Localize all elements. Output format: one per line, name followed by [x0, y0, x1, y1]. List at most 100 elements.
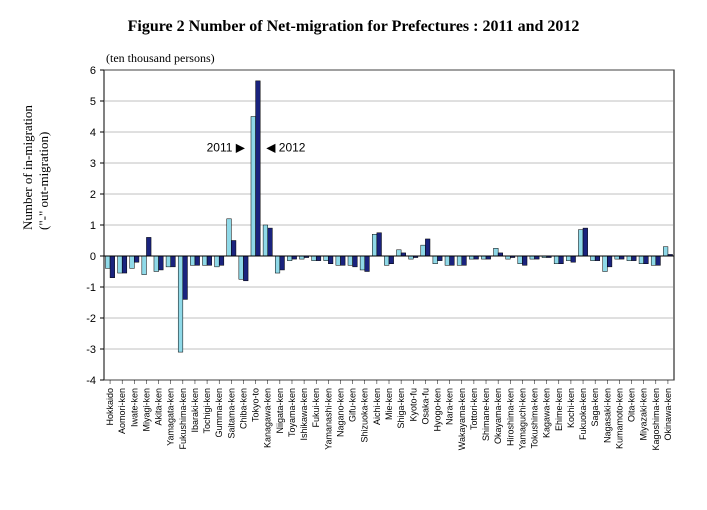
bar-2011	[372, 234, 377, 256]
x-tick-label: Yamaguchi-ken	[517, 388, 527, 450]
bar-2012	[461, 256, 466, 265]
x-tick-label: Kagawa-ken	[541, 388, 551, 438]
svg-text:3: 3	[89, 158, 95, 170]
x-tick-label: Aomori-ken	[117, 388, 127, 434]
bar-2012	[570, 256, 575, 262]
bar-2011	[287, 256, 292, 261]
svg-text:4: 4	[89, 127, 95, 139]
x-tick-label: Ehime-ken	[553, 388, 563, 431]
bar-2012	[607, 256, 612, 267]
bar-2011	[153, 256, 158, 272]
x-tick-label: Mie-ken	[384, 388, 394, 420]
x-tick-label: Okayama-ken	[493, 388, 503, 444]
bar-2011	[323, 256, 328, 261]
bar-2012	[170, 256, 175, 267]
bar-2011	[493, 248, 498, 256]
x-tick-label: Shizuoka-ken	[359, 388, 369, 443]
x-tick-label: Nagasaki-ken	[602, 388, 612, 443]
x-tick-label: Hokkaido	[105, 388, 115, 426]
x-tick-label: Akita-ken	[153, 388, 163, 426]
x-tick-label: Kyoto-fu	[408, 388, 418, 422]
bar-2012	[449, 256, 454, 265]
bar-2012	[340, 256, 345, 265]
bar-2012	[134, 256, 139, 262]
bar-2011	[639, 256, 644, 264]
bar-2011	[663, 247, 668, 256]
bar-2011	[432, 256, 437, 264]
x-tick-label: Tochigi-ken	[202, 388, 212, 434]
x-tick-label: Fukushima-ken	[177, 388, 187, 450]
x-tick-label: Iwate-ken	[129, 388, 139, 427]
bar-2012	[158, 256, 163, 270]
x-tick-label: Ibaraki-ken	[189, 388, 199, 433]
bar-2011	[554, 256, 559, 264]
x-tick-label: Yamagata-ken	[165, 388, 175, 446]
bar-2011	[129, 256, 134, 268]
bar-2011	[105, 256, 110, 268]
bar-2012	[231, 241, 236, 257]
bar-2012	[279, 256, 284, 270]
bar-2012	[595, 256, 600, 261]
bar-2011	[457, 256, 462, 265]
svg-text:-1: -1	[86, 282, 96, 294]
legend-2012: ◀ 2012	[266, 141, 306, 155]
legend-2011: 2011 ▶	[206, 141, 245, 155]
bar-2011	[250, 117, 255, 257]
bar-2012	[583, 228, 588, 256]
chart-svg: (ten thousand persons)-4-3-2-10123456Hok…	[14, 40, 694, 500]
bar-2011	[202, 256, 207, 265]
svg-text:0: 0	[89, 251, 95, 263]
x-tick-label: Saga-ken	[590, 388, 600, 427]
bar-2011	[348, 256, 353, 265]
bar-2011	[335, 256, 340, 265]
bar-2011	[420, 245, 425, 256]
x-tick-label: Hiroshima-ken	[505, 388, 515, 446]
bar-2011	[178, 256, 183, 352]
svg-text:(ten thousand persons): (ten thousand persons)	[106, 51, 215, 65]
bar-2011	[226, 219, 231, 256]
x-tick-label: Nagano-ken	[335, 388, 345, 437]
bar-2012	[437, 256, 442, 261]
x-tick-label: Nara-ken	[444, 388, 454, 425]
figure-title: Figure 2 Number of Net-migration for Pre…	[10, 18, 697, 36]
bar-2012	[219, 256, 224, 265]
x-tick-label: Chiba-ken	[238, 388, 248, 429]
bar-2012	[425, 239, 430, 256]
bar-2012	[255, 81, 260, 256]
bar-2012	[352, 256, 357, 267]
x-tick-label: Kagoshima-ken	[650, 388, 660, 451]
bar-2011	[445, 256, 450, 265]
x-tick-label: Tokyo-to	[250, 388, 260, 422]
bar-2012	[364, 256, 369, 272]
x-tick-label: Gumma-ken	[214, 388, 224, 438]
x-tick-label: Toyama-ken	[286, 388, 296, 437]
bar-2011	[396, 250, 401, 256]
x-tick-label: Fukui-ken	[311, 388, 321, 428]
bar-2012	[207, 256, 212, 265]
x-tick-label: Yamanashi-ken	[323, 388, 333, 450]
svg-text:-4: -4	[86, 375, 96, 387]
svg-text:2: 2	[89, 189, 95, 201]
bar-2011	[190, 256, 195, 265]
bar-2012	[376, 233, 381, 256]
x-tick-label: Shimane-ken	[481, 388, 491, 441]
x-tick-label: Miyazaki-ken	[638, 388, 648, 441]
bar-2012	[110, 256, 115, 278]
bar-2012	[522, 256, 527, 265]
x-tick-label: Niigata-ken	[274, 388, 284, 434]
bar-2012	[631, 256, 636, 261]
bar-2011	[311, 256, 316, 261]
bar-2012	[655, 256, 660, 265]
bar-2011	[117, 256, 122, 273]
x-tick-label: Tottori-ken	[468, 388, 478, 430]
bar-2011	[578, 230, 583, 256]
bar-2011	[238, 256, 243, 279]
x-tick-label: Wakayama-ken	[456, 388, 466, 450]
x-tick-label: Tokushima-ken	[529, 388, 539, 449]
x-tick-label: Aichi-ken	[371, 388, 381, 425]
chart-container: Number of in-migration ("-" out-migratio…	[14, 40, 694, 500]
x-tick-label: Ishikawa-ken	[299, 388, 309, 441]
svg-text:-3: -3	[86, 344, 96, 356]
bar-2011	[626, 256, 631, 261]
bar-2012	[243, 256, 248, 281]
